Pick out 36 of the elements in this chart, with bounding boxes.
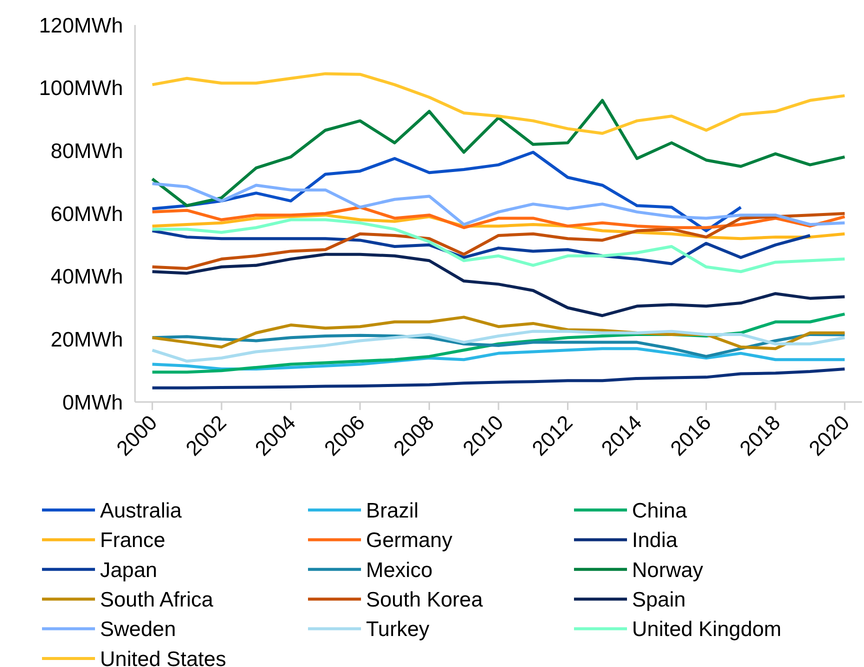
line-series (150, 206, 846, 230)
line-series (150, 330, 846, 363)
line-series (150, 150, 742, 232)
y-tick-label: 20MWh (50, 328, 123, 352)
line-series (150, 347, 846, 371)
legend-label: South Africa (100, 588, 214, 612)
line-series (150, 218, 846, 274)
legend-label: Mexico (366, 558, 433, 582)
line-series (150, 98, 846, 208)
line-series (150, 316, 846, 350)
legend-label: Germany (366, 529, 453, 552)
y-tick-label: 0MWh (62, 391, 123, 414)
legend-label: India (632, 529, 678, 552)
legend-label: Sweden (100, 618, 176, 642)
legend-label: Japan (100, 558, 158, 582)
legend-label: United Kingdom (632, 618, 782, 642)
y-tick-label: 40MWh (50, 266, 123, 289)
line-series (150, 368, 846, 390)
legend-label: Turkey (366, 618, 430, 642)
legend-label: Spain (632, 588, 686, 612)
legend-label: France (100, 529, 166, 552)
line-series (150, 229, 812, 266)
legend-label: China (632, 499, 688, 522)
y-tick-label: 100MWh (38, 77, 123, 100)
legend-label: South Korea (366, 588, 484, 612)
legend-label: United States (100, 648, 226, 667)
legend-label: Norway (632, 558, 704, 582)
line-series (150, 252, 846, 318)
line-series (150, 212, 846, 270)
line-series (150, 72, 846, 135)
y-tick-label: 80MWh (50, 140, 123, 164)
y-tick-label: 60MWh (50, 202, 123, 226)
legend-label: Australia (100, 499, 182, 522)
legend-label: Brazil (366, 499, 419, 522)
y-tick-label: 120MWh (38, 14, 123, 38)
line-series (150, 182, 846, 226)
